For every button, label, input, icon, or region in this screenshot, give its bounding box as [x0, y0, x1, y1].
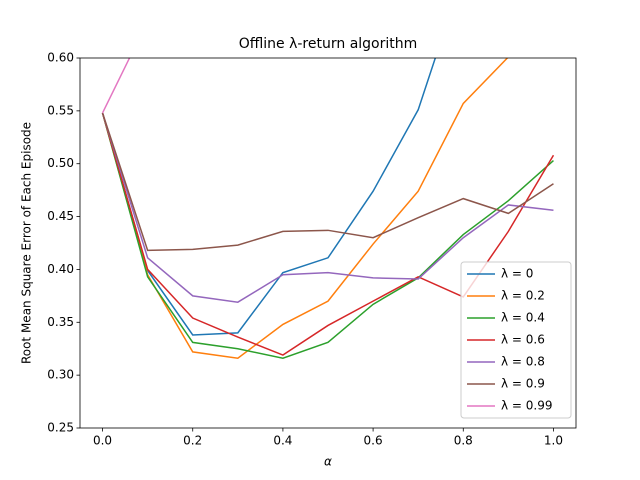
- y-tick-label: 0.60: [47, 51, 74, 65]
- plot-area: [101, 58, 555, 360]
- legend-box: [460, 261, 572, 419]
- x-tick-label: 0.8: [454, 434, 473, 448]
- series-line: [101, 112, 554, 252]
- x-tick-label: 1.0: [544, 434, 563, 448]
- chart-title: Offline λ-return algorithm: [239, 36, 418, 52]
- series-line: [101, 112, 554, 360]
- x-tick-label: 0.4: [273, 434, 292, 448]
- series-line: [101, 58, 437, 336]
- y-tick-label: 0.50: [47, 156, 74, 170]
- y-tick-label: 0.55: [47, 103, 74, 117]
- series-line: [101, 112, 554, 303]
- legend-label: λ = 0.99: [501, 399, 553, 413]
- axes-frame: [79, 57, 577, 429]
- y-tick-label: 0.25: [47, 421, 74, 435]
- y-tick-label: 0.40: [47, 262, 74, 276]
- x-tick-label: 0.6: [364, 434, 383, 448]
- series-line: [101, 58, 131, 114]
- y-tick-label: 0.30: [47, 368, 74, 382]
- legend-label: λ = 0.9: [501, 377, 545, 391]
- y-tick-label: 0.35: [47, 315, 74, 329]
- y-axis-label: Root Mean Square Error of Each Episode: [20, 122, 34, 364]
- legend-label: λ = 0.4: [501, 311, 545, 325]
- x-axis-label: α: [324, 455, 332, 469]
- legend-label: λ = 0.6: [501, 333, 545, 347]
- x-tick-label: 0.2: [183, 434, 202, 448]
- legend-label: λ = 0.2: [501, 289, 545, 303]
- legend-label: λ = 0: [501, 267, 533, 281]
- y-tick-label: 0.45: [47, 209, 74, 223]
- legend-label: λ = 0.8: [501, 355, 545, 369]
- x-tick-label: 0.0: [93, 434, 112, 448]
- series-line: [101, 58, 509, 360]
